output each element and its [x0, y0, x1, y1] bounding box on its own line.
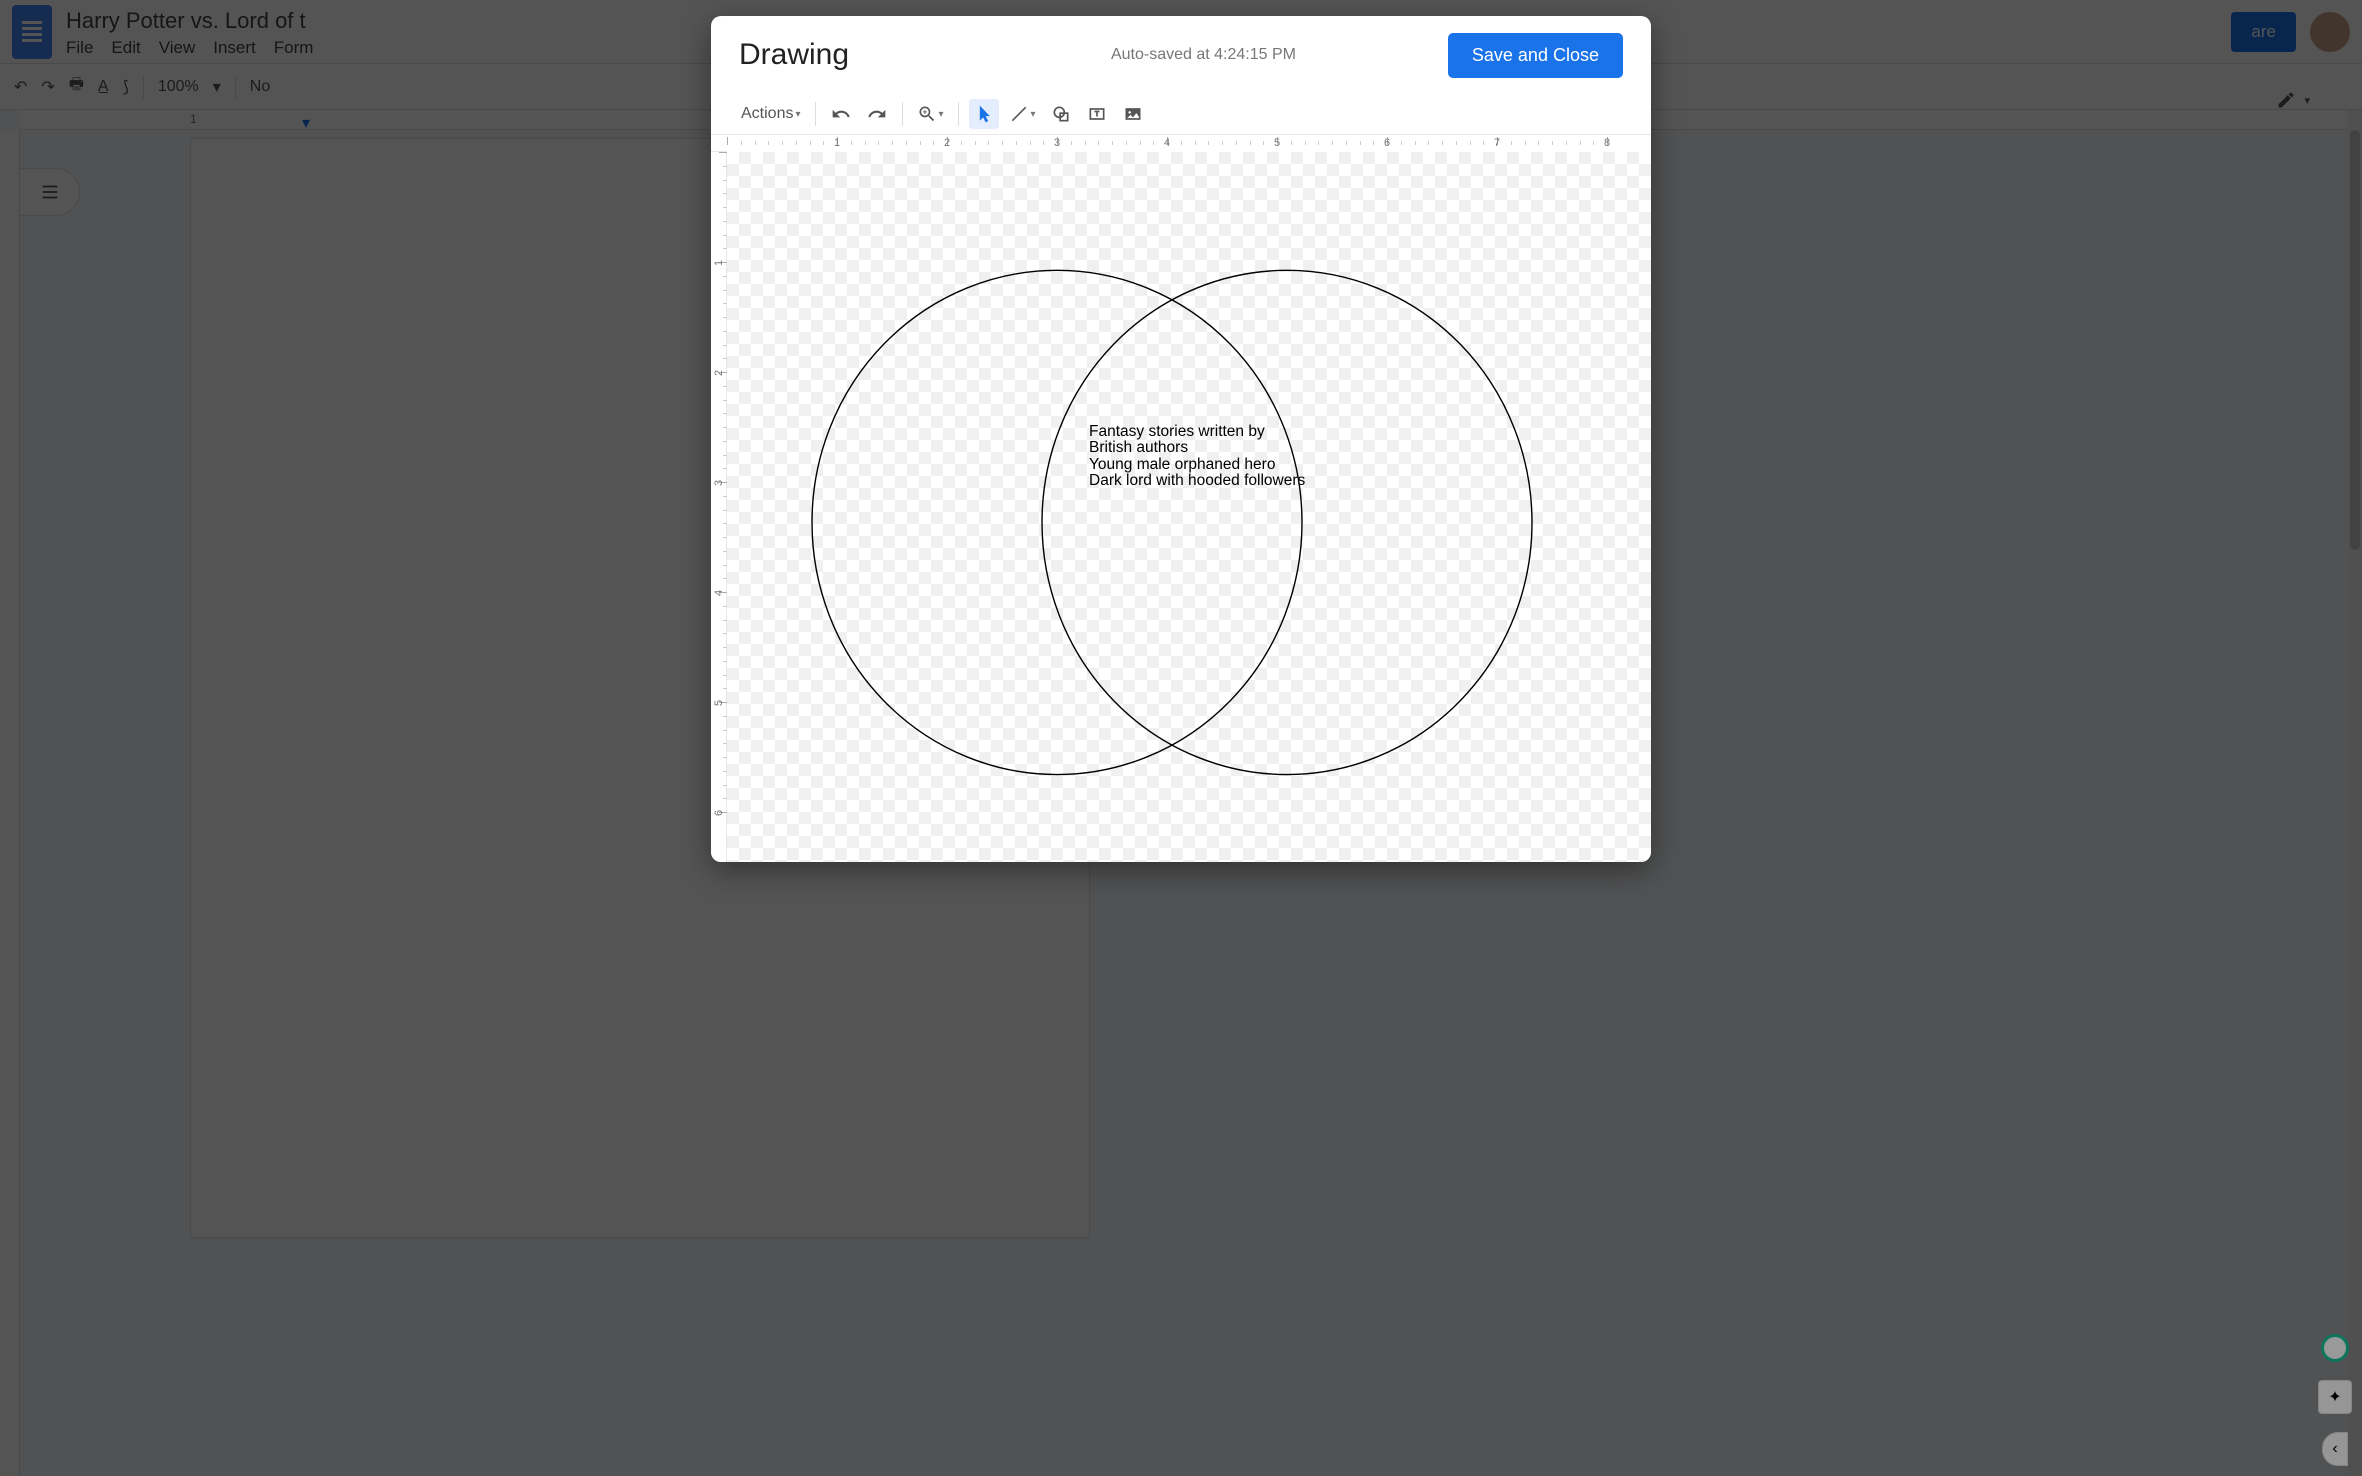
line-icon — [1009, 104, 1029, 124]
line-tool[interactable]: ▾ — [1005, 99, 1040, 129]
undo-button[interactable] — [826, 99, 856, 129]
textbox-icon — [1087, 104, 1107, 124]
horizontal-ruler[interactable]: 12345678 — [727, 135, 1651, 153]
actions-label: Actions — [741, 105, 793, 123]
modal-title: Drawing — [739, 38, 849, 72]
image-tool[interactable] — [1118, 99, 1148, 129]
cursor-icon — [974, 104, 994, 124]
save-and-close-button[interactable]: Save and Close — [1448, 33, 1623, 78]
caret-down-icon: ▾ — [939, 109, 944, 120]
drawing-toolbar: Actions ▾ ▾ ▾ — [711, 94, 1651, 134]
caret-down-icon: ▾ — [1031, 109, 1036, 120]
redo-button[interactable] — [862, 99, 892, 129]
modal-overlay: Drawing Auto-saved at 4:24:15 PM Save an… — [0, 0, 2362, 1476]
toolbar-divider — [815, 102, 816, 126]
shape-icon — [1051, 104, 1071, 124]
shape-tool[interactable] — [1046, 99, 1076, 129]
actions-menu[interactable]: Actions ▾ — [737, 99, 805, 129]
undo-icon — [831, 104, 851, 124]
zoom-icon — [917, 104, 937, 124]
drawing-canvas[interactable]: Fantasy stories written byBritish author… — [727, 152, 1651, 862]
horizontal-ruler-area: 12345678 — [711, 134, 1651, 152]
drawing-modal: Drawing Auto-saved at 4:24:15 PM Save an… — [711, 16, 1651, 862]
canvas-wrap: 123456 Fantasy stories written byBritish… — [711, 152, 1651, 862]
vertical-ruler[interactable]: 123456 — [711, 152, 727, 862]
venn-diagram[interactable] — [727, 152, 1651, 862]
toolbar-divider — [958, 102, 959, 126]
textbox-tool[interactable] — [1082, 99, 1112, 129]
toolbar-divider — [902, 102, 903, 126]
redo-icon — [867, 104, 887, 124]
image-icon — [1123, 104, 1143, 124]
zoom-button[interactable]: ▾ — [913, 99, 948, 129]
venn-intersection-text[interactable]: Fantasy stories written byBritish author… — [1089, 424, 1305, 489]
autosave-status: Auto-saved at 4:24:15 PM — [971, 46, 1296, 64]
select-tool[interactable] — [969, 99, 999, 129]
caret-down-icon: ▾ — [795, 109, 800, 120]
modal-header: Drawing Auto-saved at 4:24:15 PM Save an… — [711, 16, 1651, 94]
